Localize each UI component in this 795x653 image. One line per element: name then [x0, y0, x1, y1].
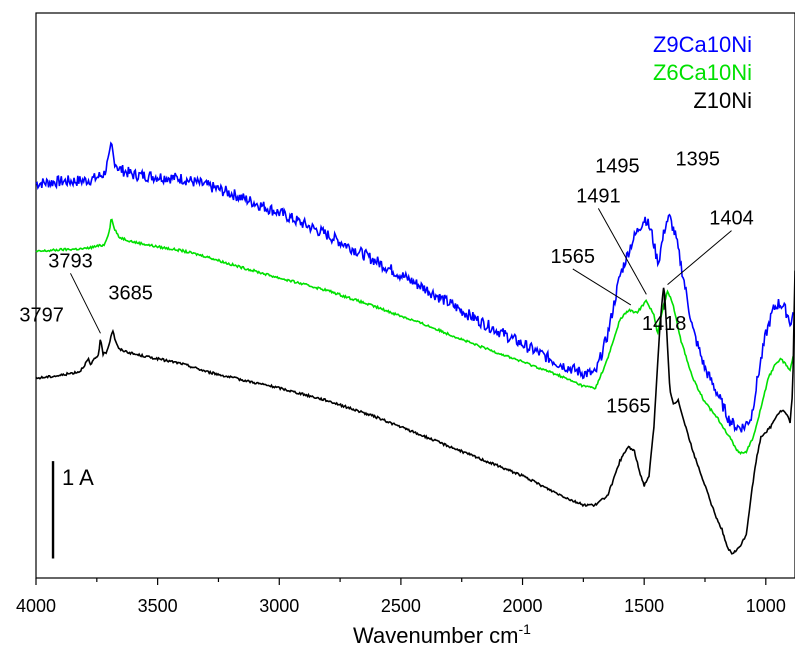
x-tick-label: 2000: [503, 596, 543, 616]
legend-entry-z9ca10ni: Z9Ca10Ni: [653, 32, 752, 57]
x-axis-label: Wavenumber cm-1: [353, 621, 531, 648]
peak-label-1395: 1395: [675, 149, 720, 171]
annotation-leader: [667, 230, 732, 286]
x-tick-label: 1000: [746, 596, 786, 616]
legend-entry-z10ni: Z10Ni: [693, 88, 752, 113]
x-axis-label-superscript: -1: [519, 621, 532, 637]
peak-annotations: 3797 3793 3685 1565 1418 1565 1491 1404 1495 1395: [19, 149, 753, 418]
peak-label-1491: 1491: [576, 185, 621, 207]
x-tick-label: 2500: [381, 596, 421, 616]
series-line-z9ca10ni: [35, 141, 794, 433]
peak-label-1495: 1495: [595, 156, 640, 178]
x-axis: 4000 3500 3000 2500 2000 1500 1000: [16, 578, 786, 616]
legend-entry-z6ca10ni: Z6Ca10Ni: [653, 60, 752, 85]
annotation-leader: [597, 208, 647, 295]
peak-label-3793: 3793: [48, 250, 93, 272]
plot-frame: [35, 12, 795, 579]
annotation-leader: [70, 273, 101, 334]
legend: Z9Ca10Ni Z6Ca10Ni Z10Ni: [653, 32, 752, 113]
annotation-leader: [572, 268, 632, 306]
scale-bar: 1 A: [51, 461, 94, 559]
x-tick-label: 3500: [138, 596, 178, 616]
peak-label-3685: 3685: [108, 283, 153, 305]
x-tick-label: 4000: [16, 596, 56, 616]
peak-label-1404: 1404: [709, 208, 754, 230]
x-axis-label-text: Wavenumber cm: [353, 623, 518, 648]
x-tick-label: 3000: [259, 596, 299, 616]
peak-label-3797: 3797: [19, 305, 64, 327]
x-tick-label: 1500: [624, 596, 664, 616]
scale-bar-label: 1 A: [62, 465, 94, 490]
peak-label-1418: 1418: [642, 313, 687, 335]
series-line-z10ni: [35, 270, 795, 555]
peak-label-1565: 1565: [551, 246, 596, 268]
series-layer: [35, 141, 795, 555]
peak-label-1565: 1565: [606, 395, 651, 417]
series-line-z6ca10ni: [35, 218, 794, 456]
